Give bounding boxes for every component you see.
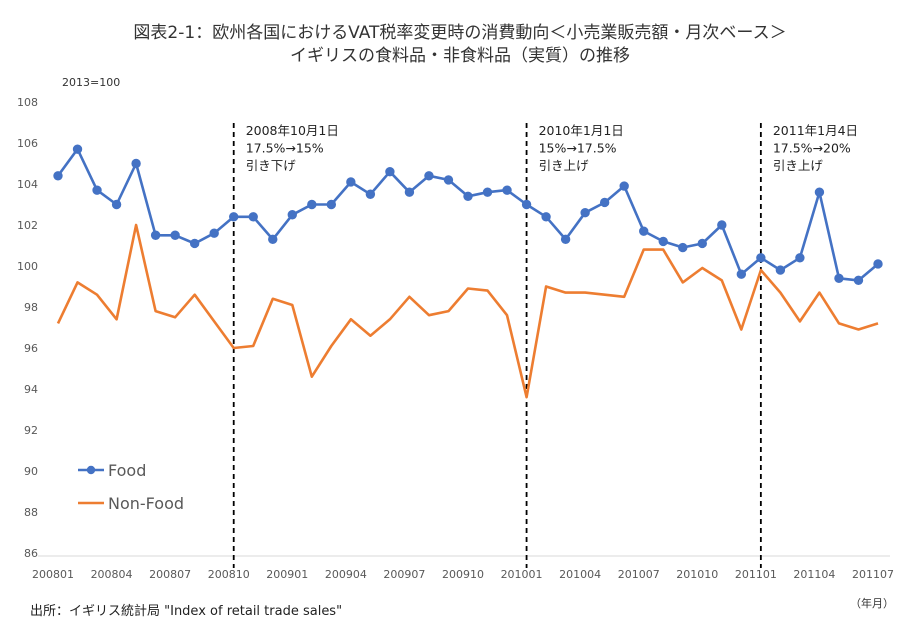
data-point-food	[541, 212, 551, 222]
data-point-food	[814, 187, 825, 197]
data-point-food	[658, 236, 668, 247]
data-point-food	[424, 171, 434, 181]
x-tick-label: 200910	[442, 568, 484, 581]
y-tick-label: 88	[24, 506, 38, 519]
x-tick-label: 201101	[735, 568, 777, 581]
data-point-food	[736, 269, 747, 279]
x-tick-label: 200810	[208, 568, 250, 581]
data-point-food	[463, 191, 473, 202]
x-tick-label: 200907	[383, 568, 425, 581]
data-point-food	[72, 144, 83, 154]
data-point-food	[229, 212, 239, 222]
data-point-food	[346, 177, 356, 187]
data-point-food	[580, 208, 590, 218]
data-point-food	[53, 171, 63, 181]
y-unit-label: 2013=100	[62, 76, 121, 89]
y-tick-label: 98	[24, 301, 38, 314]
data-point-food	[560, 234, 571, 245]
data-point-food	[170, 230, 180, 240]
vat-change-annotation: 引き上げ	[539, 158, 590, 173]
x-tick-label: 201004	[559, 568, 601, 581]
data-point-food	[209, 228, 219, 238]
x-tick-label: 200804	[91, 568, 133, 581]
vat-change-annotation: 2011年1月4日	[773, 123, 858, 138]
x-tick-label: 201104	[793, 568, 835, 581]
data-point-food	[639, 226, 649, 236]
y-tick-label: 100	[17, 260, 38, 273]
data-point-food	[248, 212, 258, 222]
x-tick-label: 200807	[149, 568, 191, 581]
data-point-food	[268, 234, 278, 245]
x-tick-label: 200901	[266, 568, 308, 581]
y-tick-label: 86	[24, 547, 38, 560]
x-tick-label: 201010	[676, 568, 718, 581]
data-point-food	[131, 158, 141, 169]
x-tick-label: 201107	[852, 568, 894, 581]
y-tick-label: 106	[17, 137, 38, 150]
data-point-food	[697, 238, 707, 249]
series-line-food	[56, 147, 879, 282]
data-point-food	[482, 187, 493, 197]
data-point-food	[404, 187, 415, 197]
vat-change-annotation: 2010年1月1日	[539, 123, 624, 138]
data-point-food	[873, 259, 883, 269]
vat-change-annotation: 15%→17.5%	[539, 141, 617, 156]
x-tick-label: 201001	[501, 568, 543, 581]
data-point-food	[756, 253, 766, 263]
data-point-food	[502, 185, 512, 195]
vat-change-annotation: 17.5%→15%	[246, 141, 324, 156]
y-tick-label: 94	[24, 383, 38, 396]
vat-change-annotation: 17.5%→20%	[773, 141, 851, 156]
legend-label: Food	[108, 461, 146, 480]
data-point-food	[385, 167, 395, 177]
vat-change-annotation: 引き上げ	[773, 158, 824, 173]
data-point-food	[287, 210, 297, 220]
data-point-food	[521, 199, 532, 210]
x-unit-label: （年月）	[850, 597, 894, 610]
data-point-food	[717, 220, 727, 230]
vat-change-annotation: 引き下げ	[246, 158, 297, 173]
data-point-food	[853, 275, 864, 286]
data-point-food	[92, 185, 102, 195]
vat-change-annotation: 2008年10月1日	[246, 123, 339, 138]
y-tick-label: 104	[17, 178, 38, 191]
data-point-food	[834, 273, 844, 283]
x-tick-label: 201007	[618, 568, 660, 581]
y-tick-label: 90	[24, 465, 38, 478]
chart-subtitle: イギリスの食料品・非食料品（実質）の推移	[290, 46, 630, 66]
legend-label: Non-Food	[108, 494, 184, 513]
data-point-food	[443, 175, 454, 185]
x-tick-label: 200904	[325, 568, 367, 581]
source-note: 出所：イギリス統計局 "Index of retail trade sales"	[30, 604, 343, 619]
data-point-food	[189, 238, 200, 249]
y-tick-label: 92	[24, 424, 38, 437]
data-point-food	[775, 265, 786, 275]
y-tick-label: 96	[24, 342, 38, 355]
data-point-food	[678, 242, 688, 253]
data-point-food	[326, 199, 337, 210]
data-point-food	[365, 189, 376, 199]
data-point-food	[307, 199, 317, 210]
data-point-food	[150, 230, 161, 240]
data-point-food	[795, 253, 805, 263]
x-tick-label: 200801	[32, 568, 74, 581]
chart-title: 図表2-1：欧州各国におけるVAT税率変更時の消費動向＜小売業販売額・月次ベース…	[133, 23, 787, 43]
y-tick-label: 108	[17, 96, 38, 109]
data-point-food	[599, 197, 610, 208]
legend-marker	[86, 465, 96, 475]
data-point-food	[619, 181, 629, 191]
y-tick-label: 102	[17, 219, 38, 232]
series-line-non-food	[56, 223, 879, 399]
data-point-food	[111, 199, 122, 210]
